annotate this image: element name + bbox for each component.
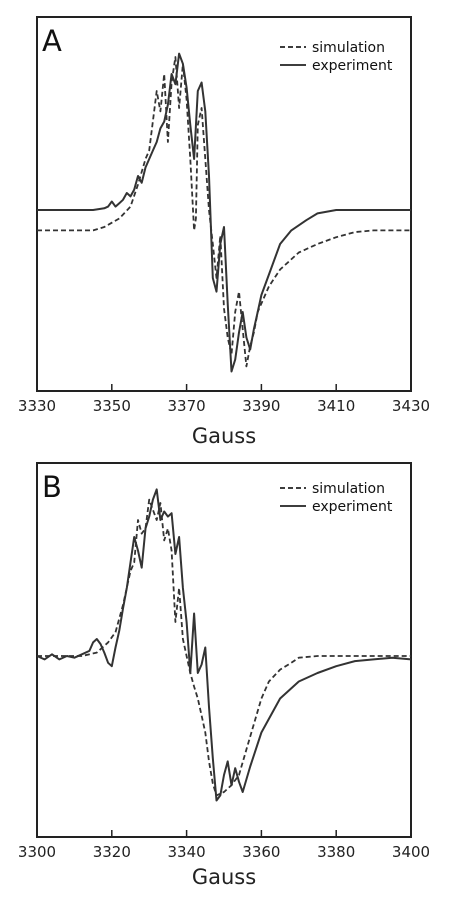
- x-axis-a: 3330 3350 3370 3390 3410 3430: [18, 384, 430, 415]
- legend-label-simulation-b: simulation: [312, 481, 385, 497]
- curves-b: [36, 488, 412, 802]
- x-axis-title-a: Gauss: [192, 424, 256, 448]
- x-tick-label-3410-a: 3410: [317, 397, 355, 415]
- panel-b: B simulation experiment 3300 3320 3340 3360…: [18, 462, 430, 889]
- series-line-simulation-b: [37, 498, 411, 797]
- series-line-experiment-a: [37, 52, 411, 373]
- series-line-simulation-a: [37, 56, 411, 368]
- plot-frame-b: [36, 462, 412, 838]
- panel-label-a: A: [42, 24, 62, 58]
- x-tick-label-3390-a: 3390: [242, 397, 280, 415]
- legend-b: simulation experiment: [280, 481, 393, 515]
- x-tick-label-3380-b: 3380: [317, 843, 355, 861]
- x-tick-label-3330-a: 3330: [18, 397, 56, 415]
- x-tick-label-3360-b: 3360: [242, 843, 280, 861]
- x-tick-label-3400-b: 3400: [392, 843, 430, 861]
- panel-label-b: B: [42, 470, 62, 504]
- x-tick-label-3300-b: 3300: [18, 843, 56, 861]
- x-tick-label-3320-b: 3320: [93, 843, 131, 861]
- x-tick-label-3370-a: 3370: [168, 397, 206, 415]
- legend-label-experiment-b: experiment: [312, 499, 393, 515]
- x-tick-label-3430-a: 3430: [392, 397, 430, 415]
- panel-a: A simulation experiment 3330 3350 3370 3390…: [18, 16, 430, 448]
- legend-a: simulation experiment: [280, 40, 393, 74]
- x-tick-label-3350-a: 3350: [93, 397, 131, 415]
- x-axis-title-b: Gauss: [192, 865, 256, 889]
- series-line-experiment-b: [36, 488, 412, 802]
- curves-a: [37, 52, 411, 373]
- legend-label-simulation-a: simulation: [312, 40, 385, 56]
- plot-frame-a: [36, 16, 412, 392]
- x-axis-b: 3300 3320 3340 3360 3380 3400: [18, 830, 430, 861]
- legend-label-experiment-a: experiment: [312, 58, 393, 74]
- x-tick-label-3340-b: 3340: [168, 843, 206, 861]
